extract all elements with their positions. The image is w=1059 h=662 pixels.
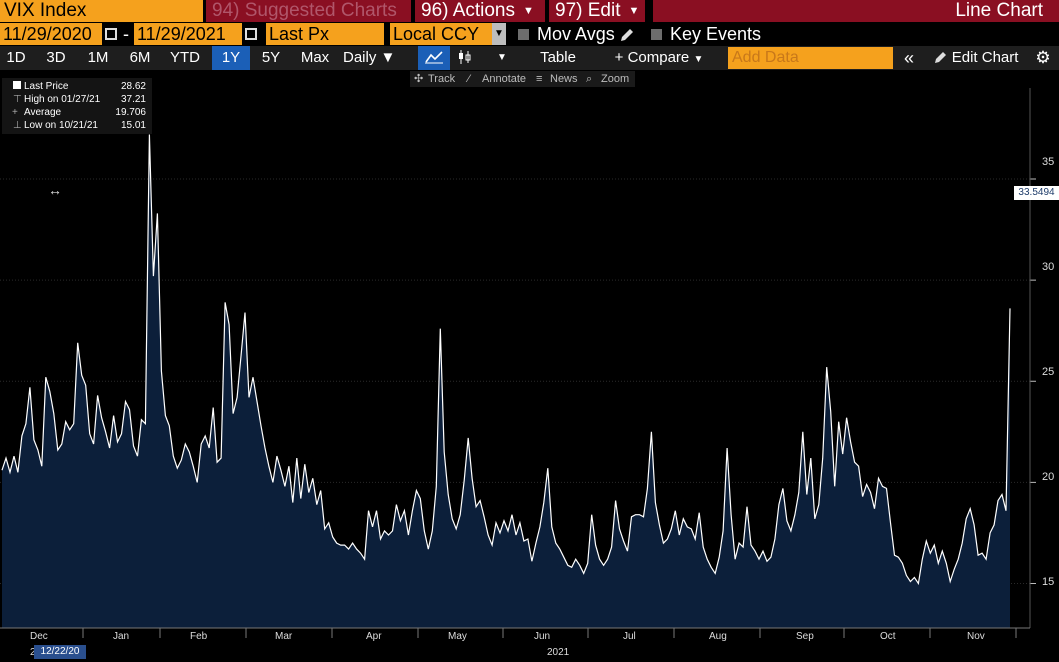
options-bar: 11/29/2020 - 11/29/2021 Last Px Local CC… <box>0 23 1059 45</box>
y-tick-15: 15 <box>1042 576 1055 588</box>
track-button[interactable]: Track <box>428 73 456 85</box>
period-1d-button[interactable]: 1D <box>6 49 26 66</box>
key-events-checkbox[interactable] <box>651 29 662 40</box>
edit-menu[interactable]: 97) Edit ▼ <box>549 0 645 22</box>
compare-dropdown[interactable]: + Compare ▼ <box>604 46 714 70</box>
average-marker-icon: + <box>12 107 18 118</box>
x-tick-apr: Apr <box>366 631 382 642</box>
news-button[interactable]: News <box>550 73 578 85</box>
frequency-caret-icon: ▼ <box>380 49 396 66</box>
period-max-button[interactable]: Max <box>300 49 330 66</box>
date-separator: - <box>123 24 129 44</box>
legend-last-price-label: Last Price <box>24 81 69 92</box>
end-date-field[interactable]: 11/29/2021 <box>134 23 242 45</box>
year-label-left: 2 <box>30 647 36 658</box>
frequency-dropdown[interactable]: Daily ▼ <box>343 46 411 70</box>
mov-avgs-checkbox[interactable] <box>518 29 529 40</box>
x-tick-jul: Jul <box>623 631 636 642</box>
x-tick-jan: Jan <box>113 631 130 642</box>
price-chart[interactable] <box>0 88 1059 662</box>
ticker-field[interactable]: VIX Index <box>0 0 203 22</box>
track-icon: ✣ <box>414 73 424 85</box>
legend-box: Last Price 28.62 ⊤ High on 01/27/21 37.2… <box>2 78 152 134</box>
chart-type-label[interactable]: Line Chart <box>653 0 1059 22</box>
currency-dropdown-icon[interactable]: ▼ <box>492 23 506 45</box>
legend-swatch <box>13 81 21 89</box>
legend-average-label: Average <box>24 107 62 118</box>
actions-label: 96) Actions <box>421 0 515 21</box>
year-label: 2021 <box>547 647 570 658</box>
edit-label: 97) Edit <box>555 0 621 21</box>
x-tick-dec: Dec <box>30 631 48 642</box>
annotate-icon: ⁄ <box>468 73 470 85</box>
period-6m-button[interactable]: 6M <box>129 49 151 66</box>
crosshair-date-label: 12/22/20 <box>34 645 86 659</box>
add-data-input[interactable]: Add Data <box>728 47 893 69</box>
period-1y-button[interactable]: 1Y <box>212 46 250 70</box>
pencil-icon[interactable] <box>619 27 635 43</box>
legend-high-label: High on 01/27/21 <box>24 94 101 105</box>
calendar-icon[interactable] <box>245 28 257 40</box>
currency-selector[interactable]: Local CCY <box>390 23 492 45</box>
x-tick-aug: Aug <box>709 631 727 642</box>
x-tick-feb: Feb <box>190 631 208 642</box>
collapse-icon[interactable]: « <box>903 48 914 68</box>
period-5y-button[interactable]: 5Y <box>261 49 281 66</box>
calendar-icon[interactable] <box>105 28 117 40</box>
x-tick-nov: Nov <box>967 631 985 642</box>
high-marker-icon: ⊤ <box>13 94 22 105</box>
period-1m-button[interactable]: 1M <box>87 49 109 66</box>
news-icon: ≡ <box>536 73 543 85</box>
chart-style-dropdown-icon[interactable]: ▼ <box>497 52 507 63</box>
pencil-icon <box>934 52 946 63</box>
zoom-icon: ⌕ <box>586 73 593 85</box>
legend-average-value: 19.706 <box>115 107 146 118</box>
x-tick-may: May <box>448 631 467 642</box>
edit-chart-label: Edit Chart <box>951 49 1019 66</box>
edit-chart-button[interactable]: Edit Chart <box>924 46 1028 70</box>
legend-low-value: 15.01 <box>120 120 146 131</box>
actions-caret-icon: ▼ <box>523 5 534 17</box>
x-tick-jun: Jun <box>534 631 551 642</box>
compare-label: Compare <box>627 49 690 66</box>
chart-tools-bar: ✣ Track ⁄ Annotate ≡ News ⌕ Zoom <box>410 71 635 87</box>
table-button[interactable]: Table <box>540 49 576 66</box>
key-events-label: Key Events <box>670 24 762 44</box>
period-3d-button[interactable]: 3D <box>46 49 66 66</box>
edit-caret-icon: ▼ <box>628 5 640 17</box>
period-ytd-button[interactable]: YTD <box>170 49 200 66</box>
annotate-button[interactable]: Annotate <box>482 73 527 85</box>
y-tick-20: 20 <box>1042 471 1055 483</box>
candlestick-icon[interactable] <box>450 46 480 70</box>
y-tick-30: 30 <box>1042 261 1055 273</box>
compare-caret-icon: ▼ <box>693 54 704 65</box>
y-tick-35: 35 <box>1042 156 1055 168</box>
actions-menu[interactable]: 96) Actions ▼ <box>415 0 545 22</box>
mov-avgs-label: Mov Avgs <box>537 24 615 44</box>
series-line <box>1 134 1011 586</box>
x-tick-oct: Oct <box>880 631 896 642</box>
low-marker-icon: ⊥ <box>13 120 22 131</box>
crosshair-value-label: 33.5494 <box>1014 186 1059 200</box>
chart-toolbar: 1D 3D 1M 6M YTD 1Y 5Y Max Daily ▼ ▼ Tabl… <box>0 46 1059 70</box>
plus-icon: + <box>614 49 624 66</box>
x-tick-mar: Mar <box>275 631 293 642</box>
gear-icon[interactable]: ⚙ <box>1035 48 1051 67</box>
x-tick-sep: Sep <box>796 631 814 642</box>
field-selector[interactable]: Last Px <box>266 23 384 45</box>
horizontal-scroll-icon[interactable]: ↔ <box>48 182 62 198</box>
frequency-label: Daily <box>343 49 377 66</box>
title-bar: VIX Index 94) Suggested Charts 96) Actio… <box>0 0 1059 22</box>
zoom-button[interactable]: Zoom <box>601 73 630 85</box>
line-chart-icon[interactable] <box>418 46 450 70</box>
start-date-field[interactable]: 11/29/2020 <box>0 23 102 45</box>
y-tick-25: 25 <box>1042 366 1055 378</box>
series-area <box>2 134 1010 628</box>
legend-high-value: 37.21 <box>120 94 146 105</box>
legend-last-price-value: 28.62 <box>120 81 146 92</box>
legend-low-label: Low on 10/21/21 <box>24 120 98 131</box>
suggested-charts-button[interactable]: 94) Suggested Charts <box>206 0 411 22</box>
